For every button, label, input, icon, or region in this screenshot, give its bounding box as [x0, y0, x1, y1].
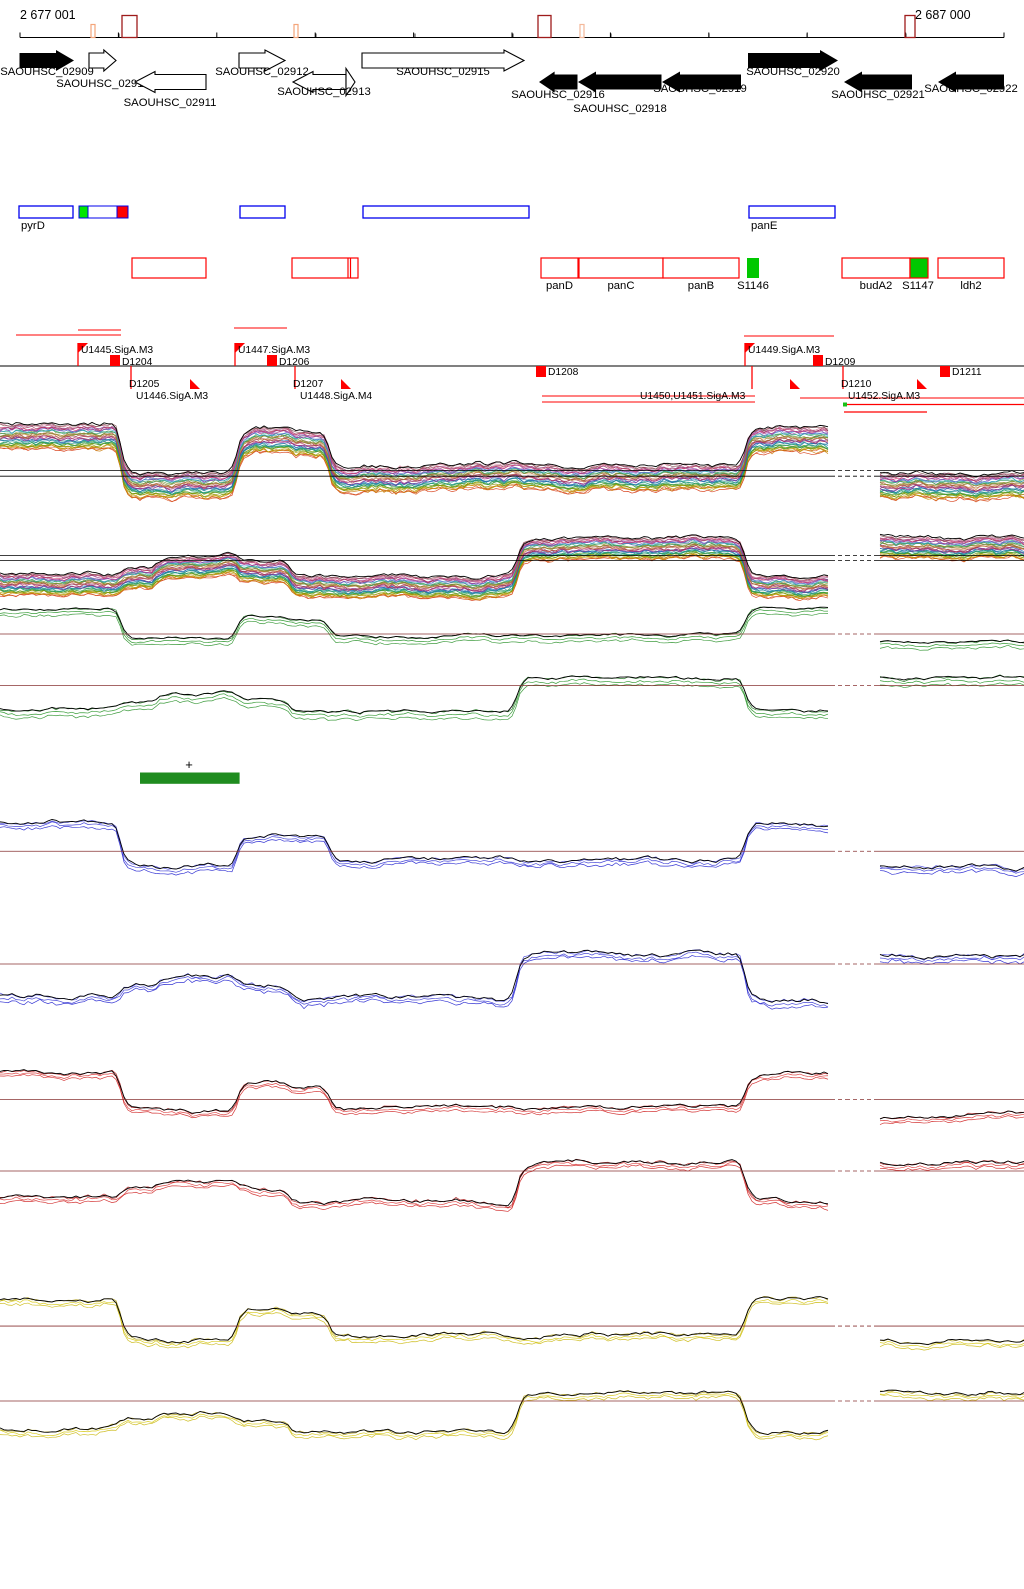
svg-text:SAOUHSC_02913: SAOUHSC_02913 [277, 86, 371, 98]
svg-text:D1211: D1211 [952, 367, 982, 378]
svg-text:U1452.SigA.M3: U1452.SigA.M3 [848, 391, 920, 402]
svg-text:U1445.SigA.M3: U1445.SigA.M3 [81, 345, 153, 356]
svg-text:S1146: S1146 [737, 280, 769, 292]
svg-text:S1147: S1147 [902, 280, 934, 292]
svg-text:SAOUHSC_02910: SAOUHSC_02910 [56, 78, 150, 90]
svg-text:SAOUHSC_02911: SAOUHSC_02911 [124, 97, 217, 109]
svg-text:SAOUHSC_02921: SAOUHSC_02921 [831, 89, 925, 101]
svg-text:D1206: D1206 [279, 357, 310, 368]
svg-text:pyrD: pyrD [21, 220, 45, 232]
svg-text:SAOUHSC_02915: SAOUHSC_02915 [396, 66, 490, 78]
svg-text:D1204: D1204 [122, 357, 153, 368]
svg-text:SAOUHSC_02916: SAOUHSC_02916 [511, 89, 605, 101]
svg-text:+: + [185, 757, 193, 772]
svg-text:2 677 001: 2 677 001 [20, 8, 76, 22]
svg-text:D1208: D1208 [548, 367, 579, 378]
svg-text:budA2: budA2 [860, 280, 893, 292]
svg-text:panB: panB [688, 280, 714, 292]
svg-text:panC: panC [607, 280, 634, 292]
svg-text:U1446.SigA.M3: U1446.SigA.M3 [136, 391, 208, 402]
svg-text:U1448.SigA.M4: U1448.SigA.M4 [300, 391, 372, 402]
svg-text:U1449.SigA.M3: U1449.SigA.M3 [748, 345, 820, 356]
svg-text:SAOUHSC_02919: SAOUHSC_02919 [653, 83, 747, 95]
svg-text:SAOUHSC_02909: SAOUHSC_02909 [0, 66, 94, 78]
svg-text:SAOUHSC_02918: SAOUHSC_02918 [573, 103, 667, 115]
svg-text:SAOUHSC_02920: SAOUHSC_02920 [746, 66, 840, 78]
svg-text:D1210: D1210 [841, 379, 872, 390]
svg-text:SAOUHSC_02912: SAOUHSC_02912 [215, 66, 309, 78]
svg-text:D1205: D1205 [129, 379, 160, 390]
svg-text:panD: panD [546, 280, 573, 292]
svg-text:D1207: D1207 [293, 379, 324, 390]
svg-text:panE: panE [751, 220, 778, 232]
svg-text:U1450,U1451.SigA.M3: U1450,U1451.SigA.M3 [640, 391, 746, 402]
svg-text:SAOUHSC_02922: SAOUHSC_02922 [924, 83, 1018, 95]
svg-text:D1209: D1209 [825, 357, 856, 368]
svg-text:U1447.SigA.M3: U1447.SigA.M3 [238, 345, 310, 356]
svg-text:ldh2: ldh2 [960, 280, 981, 292]
svg-text:2 687 000: 2 687 000 [915, 8, 971, 22]
